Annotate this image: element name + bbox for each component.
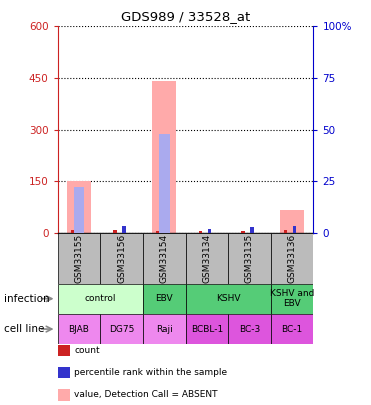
Bar <box>67 181 91 233</box>
Bar <box>242 231 245 233</box>
Text: KSHV and
EBV: KSHV and EBV <box>270 289 314 308</box>
Text: value, Detection Call = ABSENT: value, Detection Call = ABSENT <box>74 390 218 399</box>
Bar <box>58 314 100 344</box>
Bar <box>143 284 186 314</box>
Text: BC-3: BC-3 <box>239 324 260 334</box>
Bar <box>280 211 304 233</box>
Text: percentile rank within the sample: percentile rank within the sample <box>74 368 227 377</box>
Bar <box>271 284 313 314</box>
Bar <box>58 233 100 284</box>
Bar <box>114 230 117 233</box>
Bar <box>159 134 170 233</box>
Text: count: count <box>74 346 100 355</box>
Bar <box>122 226 126 233</box>
Bar <box>271 233 313 284</box>
Bar <box>152 81 176 233</box>
Text: KSHV: KSHV <box>216 294 240 303</box>
Text: infection: infection <box>4 294 49 304</box>
Text: BCBL-1: BCBL-1 <box>191 324 223 334</box>
Text: GSM33155: GSM33155 <box>74 234 83 283</box>
Text: cell line: cell line <box>4 324 44 334</box>
Bar <box>208 229 211 233</box>
Bar <box>250 227 254 233</box>
Text: GDS989 / 33528_at: GDS989 / 33528_at <box>121 10 250 23</box>
Bar <box>156 231 160 233</box>
Text: GSM33156: GSM33156 <box>117 234 126 283</box>
Text: GSM33134: GSM33134 <box>202 234 211 283</box>
Bar <box>186 284 271 314</box>
Text: control: control <box>85 294 116 303</box>
Text: BC-1: BC-1 <box>282 324 303 334</box>
Bar <box>228 233 271 284</box>
Bar <box>293 226 296 233</box>
Bar <box>228 314 271 344</box>
Text: GSM33154: GSM33154 <box>160 234 169 283</box>
Bar <box>186 233 228 284</box>
Text: GSM33136: GSM33136 <box>288 234 297 283</box>
Bar <box>58 284 143 314</box>
Text: Raji: Raji <box>156 324 173 334</box>
Text: EBV: EBV <box>155 294 173 303</box>
Text: GSM33135: GSM33135 <box>245 234 254 283</box>
Bar <box>186 314 228 344</box>
Bar <box>100 314 143 344</box>
Text: BJAB: BJAB <box>68 324 89 334</box>
Bar <box>143 233 186 284</box>
Bar <box>199 232 202 233</box>
Bar <box>71 230 74 233</box>
Bar <box>143 314 186 344</box>
Text: DG75: DG75 <box>109 324 134 334</box>
Bar <box>271 314 313 344</box>
Bar <box>100 233 143 284</box>
Bar <box>284 230 288 233</box>
Bar <box>73 188 84 233</box>
